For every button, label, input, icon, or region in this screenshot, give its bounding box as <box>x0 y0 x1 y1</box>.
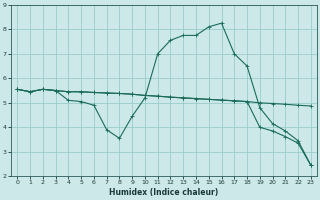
X-axis label: Humidex (Indice chaleur): Humidex (Indice chaleur) <box>109 188 219 197</box>
